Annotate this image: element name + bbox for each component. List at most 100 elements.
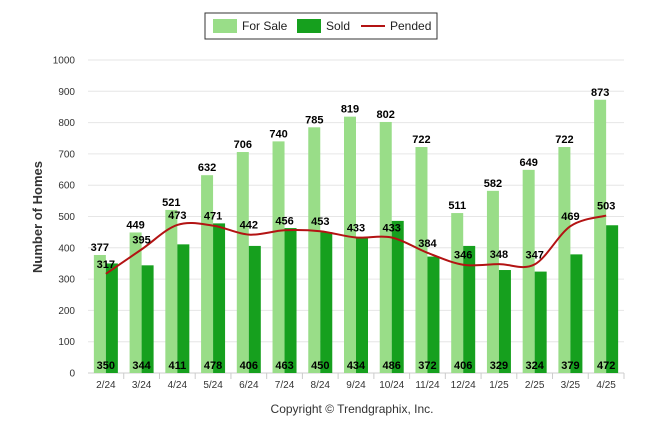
label-pended: 433 (347, 222, 365, 234)
y-tick-label: 300 (58, 275, 75, 286)
label-pended: 346 (454, 250, 472, 262)
legend-swatch-sold (297, 19, 321, 33)
bar-for-sale (201, 175, 214, 373)
label-pended: 473 (168, 210, 186, 222)
pended-line-group (105, 214, 607, 275)
label-sold: 406 (454, 360, 472, 372)
bar-for-sale (558, 147, 571, 373)
label-pended: 503 (597, 201, 615, 213)
bar-sold (534, 271, 547, 373)
label-for-sale: 802 (377, 109, 395, 121)
x-axis-ticks: 2/24 3/24 4/24 5/24 6/24 7/24 8/24 9/24 10/24 11/… (96, 373, 625, 391)
legend-label-sold: Sold (326, 19, 350, 33)
label-sold: 434 (347, 360, 366, 372)
bar-for-sale (594, 99, 607, 373)
label-for-sale: 377 (91, 242, 109, 254)
label-pended: 317 (97, 259, 115, 271)
data-labels: 377 350 317 449 344 395 521 411 473 632 478 471 706 4… (91, 87, 616, 372)
y-tick-label: 1000 (53, 56, 76, 67)
bar-sold (248, 245, 261, 373)
bar-sold (284, 228, 297, 373)
label-pended: 347 (525, 249, 543, 261)
bar-for-sale (415, 147, 428, 373)
x-tick-label: 9/24 (346, 380, 366, 391)
label-for-sale: 449 (126, 219, 144, 231)
x-tick-label: 1/25 (489, 380, 509, 391)
label-sold: 344 (132, 360, 151, 372)
bar-sold (427, 256, 440, 373)
y-axis-label: Number of Homes (30, 161, 45, 273)
label-for-sale: 582 (484, 178, 502, 190)
label-sold: 450 (311, 360, 329, 372)
x-tick-label: 12/24 (451, 380, 476, 391)
bar-sold (141, 265, 154, 373)
label-for-sale: 722 (555, 134, 573, 146)
x-tick-label: 3/25 (561, 380, 581, 391)
bar-sold (177, 244, 190, 373)
legend-label-for-sale: For Sale (242, 19, 288, 33)
label-for-sale: 649 (519, 157, 537, 169)
label-pended: 395 (132, 234, 150, 246)
label-sold: 406 (240, 360, 258, 372)
label-for-sale: 722 (412, 134, 430, 146)
x-tick-label: 3/24 (132, 380, 152, 391)
y-tick-label: 500 (58, 212, 75, 223)
bar-sold (320, 232, 333, 373)
x-tick-label: 6/24 (239, 380, 259, 391)
label-pended: 348 (490, 249, 508, 261)
bar-sold (391, 220, 404, 373)
bar-for-sale (451, 213, 464, 373)
legend-swatch-for-sale (213, 19, 237, 33)
label-sold: 329 (490, 360, 508, 372)
copyright-text: Copyright © Trendgraphix, Inc. (271, 402, 434, 416)
label-sold: 472 (597, 360, 615, 372)
y-tick-label: 600 (58, 181, 75, 192)
bar-for-sale (344, 116, 356, 373)
label-pended: 453 (311, 216, 329, 228)
x-tick-label: 5/24 (203, 380, 223, 391)
bar-for-sale (165, 209, 178, 373)
y-tick-label: 400 (58, 243, 75, 254)
bar-sold (570, 254, 583, 373)
bar-sold (213, 223, 226, 373)
bar-sold (356, 237, 368, 373)
label-pended: 384 (418, 238, 437, 250)
label-for-sale: 511 (448, 200, 466, 212)
bars (93, 99, 619, 373)
label-pended: 471 (204, 211, 222, 223)
label-for-sale: 785 (305, 114, 323, 126)
label-pended: 442 (240, 220, 258, 232)
x-tick-label: 4/24 (168, 380, 188, 391)
bar-sold (105, 263, 118, 373)
label-for-sale: 819 (341, 104, 359, 116)
label-pended: 433 (383, 222, 401, 234)
y-tick-label: 200 (58, 306, 75, 317)
x-tick-label: 2/25 (525, 380, 545, 391)
y-tick-label: 100 (58, 337, 75, 348)
bar-sold (463, 245, 476, 373)
label-sold: 478 (204, 360, 222, 372)
label-sold: 324 (525, 360, 544, 372)
label-pended: 469 (561, 211, 579, 223)
label-for-sale: 632 (198, 162, 216, 174)
label-for-sale: 740 (269, 128, 287, 140)
label-sold: 372 (418, 360, 436, 372)
y-tick-label: 800 (58, 118, 75, 129)
x-tick-label: 11/24 (415, 380, 440, 391)
bar-for-sale (93, 254, 106, 373)
legend-label-pended: Pended (390, 19, 431, 33)
label-sold: 379 (561, 360, 579, 372)
bar-for-sale (308, 127, 321, 373)
label-sold: 411 (168, 360, 186, 372)
bar-for-sale (272, 141, 285, 373)
bar-for-sale (486, 190, 499, 373)
x-tick-label: 10/24 (379, 380, 404, 391)
label-for-sale: 521 (162, 197, 180, 209)
x-tick-label: 2/24 (96, 380, 116, 391)
pended-line (105, 214, 607, 275)
y-axis-ticks: 0 100 200 300 400 500 600 700 800 900 1000 (53, 56, 76, 380)
label-sold: 350 (97, 360, 115, 372)
x-tick-label: 7/24 (275, 380, 295, 391)
bar-sold (606, 225, 619, 373)
